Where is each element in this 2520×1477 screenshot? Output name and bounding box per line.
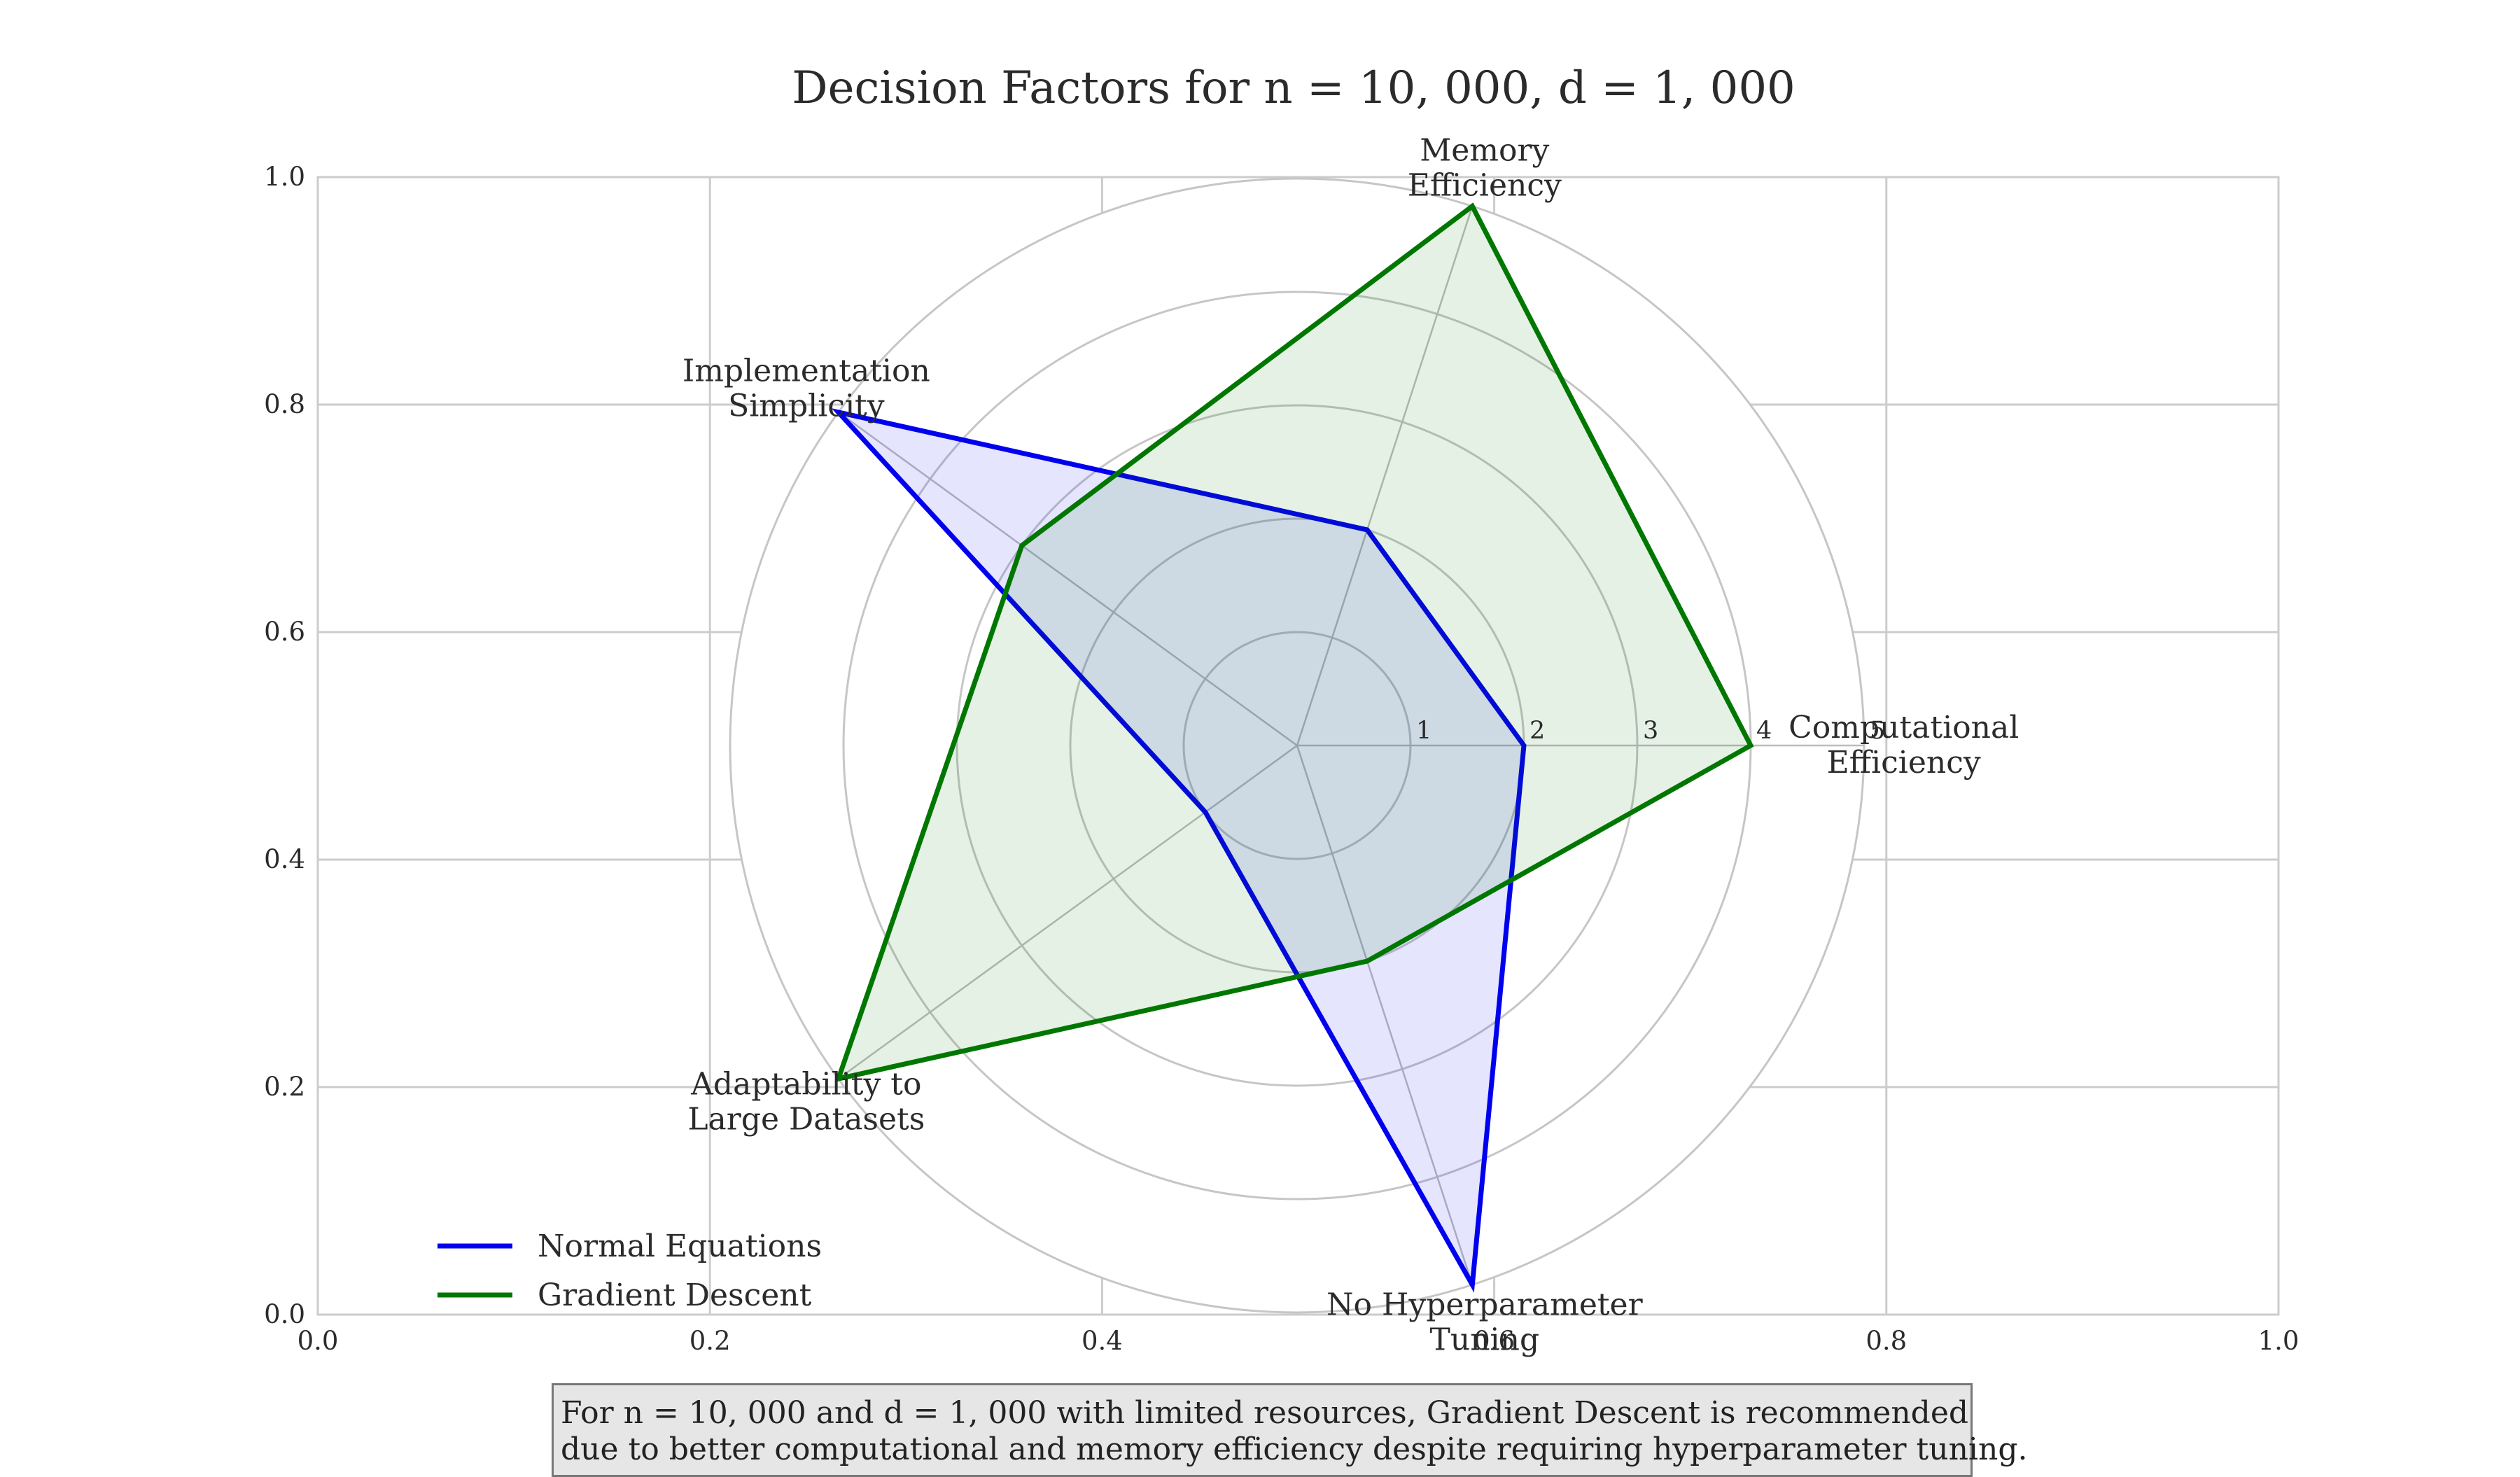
radar-spoke: [1296, 206, 1474, 746]
x-tick-label: 0.6: [1474, 1326, 1515, 1356]
axis-label-line: Efficiency: [1408, 168, 1562, 204]
axis-label: Memory Efficiency: [1408, 133, 1562, 204]
axis-label: Computational Efficiency: [1788, 710, 2019, 780]
y-tick-label: 0.0: [264, 1299, 305, 1329]
axis-label-line: Large Datasets: [687, 1101, 925, 1137]
radial-tick-label: 2: [1530, 717, 1545, 745]
y-tick-label: 0.4: [264, 844, 305, 874]
series-fill: [838, 206, 1751, 1079]
y-tick-label: 0.6: [264, 617, 305, 647]
legend-label: Normal Equations: [538, 1228, 822, 1264]
radial-tick-label: 1: [1416, 717, 1432, 745]
series-line: [831, 408, 1527, 1293]
radial-tick-label: 4: [1756, 717, 1772, 745]
axis-label-line: No Hyperparameter: [1326, 1287, 1644, 1322]
series-fill: [838, 412, 1524, 1285]
x-tick-label: 1.0: [2258, 1326, 2300, 1356]
y-tick-label: 0.2: [264, 1072, 305, 1102]
y-tick-label: 0.8: [264, 389, 305, 419]
axis-label-line: Memory: [1420, 133, 1549, 169]
axes-frame: [316, 176, 2280, 1316]
axis-label-line: Simplicity: [728, 388, 885, 424]
axis-label: Adaptability to Large Datasets: [687, 1066, 925, 1137]
radial-tick-label: 5: [1870, 717, 1885, 745]
conclusion-line-2: due to better computational and memory e…: [561, 1432, 2028, 1467]
radar-ring-labels: 1 2 3 4 5: [1416, 717, 1885, 745]
radar-spoke: [1296, 745, 1474, 1285]
chart-title: Decision Factors for n = 10, 000, d = 1,…: [792, 62, 1795, 114]
x-tick-label: 0.2: [690, 1326, 731, 1356]
conclusion-box: For n = 10, 000 and d = 1, 000 with limi…: [552, 1383, 2028, 1477]
axis-label-line: Computational: [1788, 710, 2019, 746]
conclusion-line-1: For n = 10, 000 and d = 1, 000 with limi…: [561, 1395, 1969, 1431]
x-tick-label: 0.4: [1082, 1326, 1123, 1356]
axis-label: No Hyperparameter Tuning: [1326, 1287, 1644, 1357]
x-tick-label: 0.8: [1865, 1326, 1907, 1356]
x-tick-label: 0.0: [298, 1326, 339, 1356]
y-tick-label: 1.0: [264, 162, 305, 192]
radar-series: [831, 202, 1754, 1293]
axis-label-line: Implementation: [682, 354, 930, 389]
axis-label-line: Adaptability to: [690, 1066, 921, 1102]
axis-label: Implementation Simplicity: [682, 354, 930, 424]
radial-tick-label: 3: [1643, 717, 1658, 745]
legend-label: Gradient Descent: [538, 1278, 812, 1313]
axis-label-line: Efficiency: [1827, 745, 1981, 780]
radar-spoke: [837, 744, 1298, 1080]
radar-spokes: [837, 206, 1864, 1285]
legend: Normal Equations Gradient Descent: [438, 1228, 822, 1313]
series-line: [834, 202, 1754, 1082]
axis-label-line: Tuning: [1430, 1322, 1540, 1357]
radar-spoke: [837, 411, 1298, 747]
